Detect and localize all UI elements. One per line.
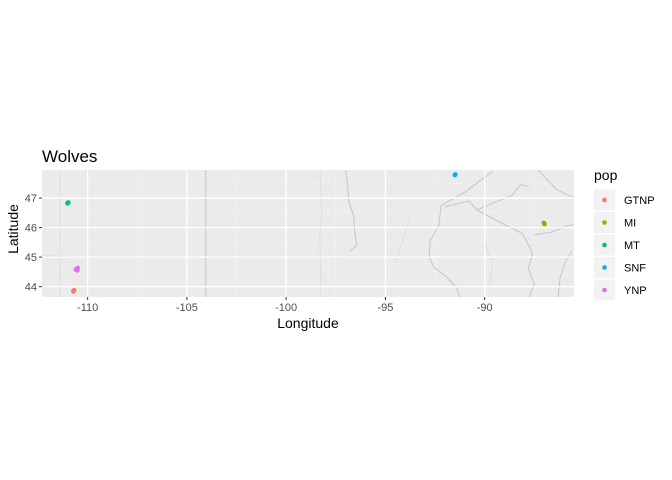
- series-mt: [65, 200, 71, 206]
- shore-line: [527, 254, 535, 298]
- y-tick-label: 46: [25, 223, 37, 235]
- x-axis-title: Longitude: [277, 315, 339, 331]
- x-tick-label: -95: [377, 302, 393, 314]
- legend-marker: [602, 220, 607, 225]
- legend-label: YNP: [624, 285, 647, 297]
- legend: pop GTNP MI MT SNF YNP: [594, 167, 655, 301]
- panel-background: [42, 170, 574, 297]
- road-line: [394, 218, 410, 264]
- road-line: [484, 242, 494, 290]
- data-point: [75, 268, 80, 273]
- road-line: [319, 169, 323, 298]
- y-tick-label: 44: [25, 282, 37, 294]
- shore-line: [440, 171, 493, 206]
- legend-label: SNF: [624, 263, 646, 275]
- series-ynp: [73, 265, 81, 273]
- shore-line: [537, 169, 575, 199]
- shore-line: [444, 184, 529, 211]
- plot-panel: [41, 169, 575, 298]
- y-axis: 44 45 46 47: [25, 193, 42, 294]
- x-tick-label: -90: [477, 302, 493, 314]
- x-tick-label: -110: [77, 302, 98, 314]
- legend-label: MI: [624, 218, 636, 230]
- series-gtnp: [71, 287, 77, 294]
- legend-marker: [602, 242, 607, 248]
- chart-title: Wolves: [42, 147, 97, 166]
- legend-marker: [602, 265, 607, 270]
- legend-label: GTNP: [624, 195, 655, 207]
- legend-title: pop: [594, 167, 618, 183]
- series-snf: [452, 172, 458, 178]
- legend-marker: [602, 287, 607, 293]
- border-line: [345, 169, 358, 252]
- data-point: [71, 289, 76, 294]
- border-line: [476, 209, 533, 255]
- legend-label: MT: [624, 240, 640, 252]
- y-axis-title: Latitude: [5, 204, 21, 254]
- x-axis: -110 -105 -100 -95 -90: [77, 297, 493, 314]
- shore-line: [534, 224, 575, 236]
- y-tick-label: 47: [25, 193, 37, 205]
- data-point: [452, 172, 458, 177]
- legend-marker: [602, 197, 607, 203]
- shore-line: [557, 250, 573, 298]
- x-tick-label: -105: [176, 302, 198, 314]
- data-point: [542, 221, 547, 227]
- data-point: [65, 201, 70, 206]
- x-tick-label: -100: [275, 302, 297, 314]
- series-mi: [541, 220, 547, 227]
- y-tick-label: 45: [25, 252, 37, 264]
